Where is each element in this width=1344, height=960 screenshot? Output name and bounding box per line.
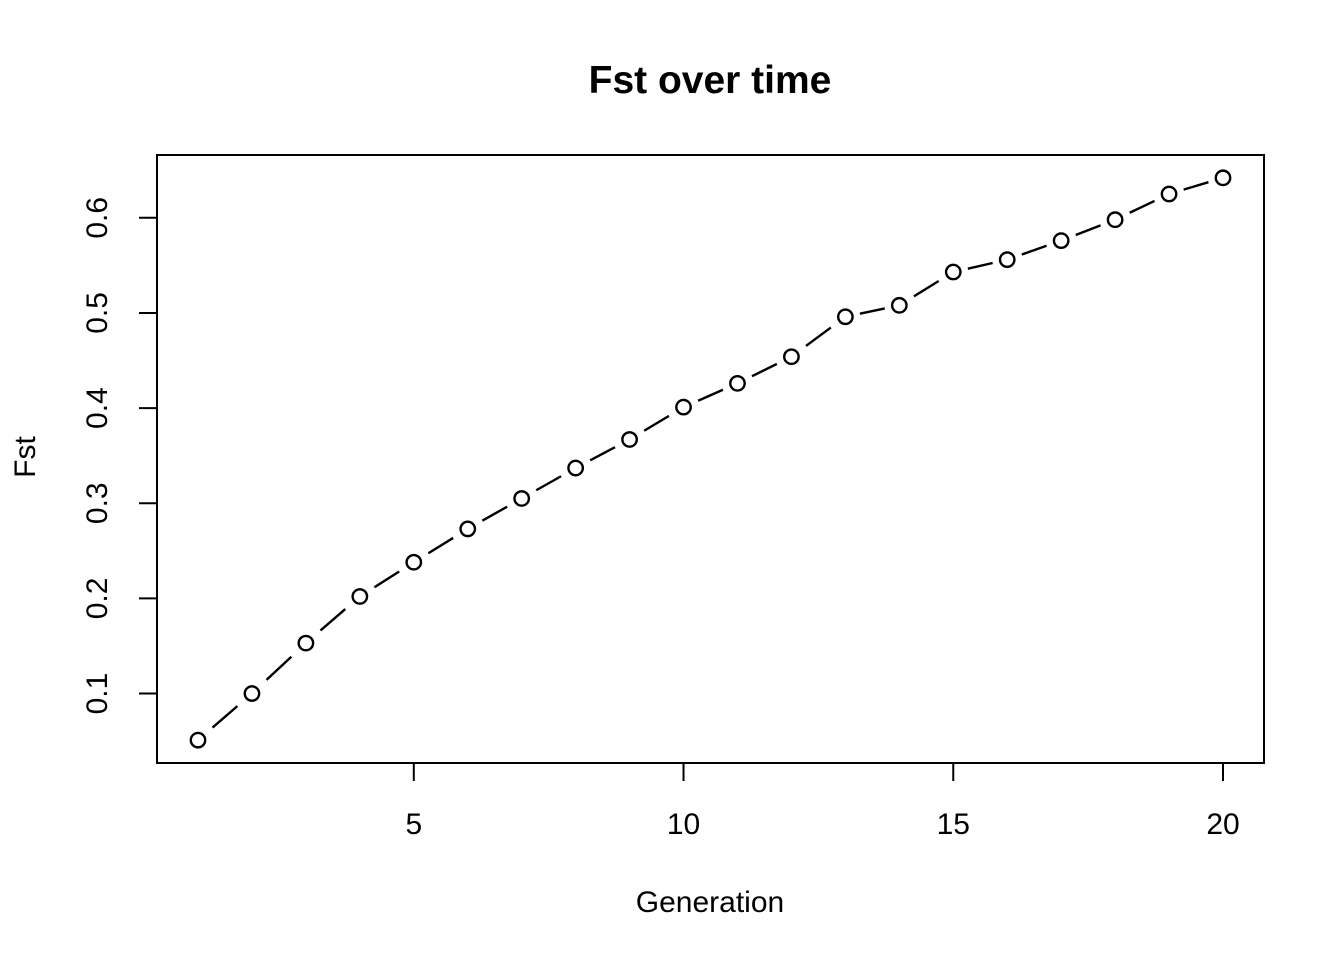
- data-point: [783, 348, 800, 366]
- data-point: [1106, 211, 1124, 229]
- line-dash: [211, 705, 239, 729]
- y-tick-label: 0.2: [81, 578, 114, 620]
- line-dash: [643, 414, 670, 432]
- data-point: [297, 634, 315, 652]
- data-point: [351, 588, 369, 605]
- line-dash: [1021, 244, 1047, 256]
- line-dash: [697, 388, 724, 402]
- x-tick-label: 5: [405, 808, 422, 841]
- plot-box: [156, 154, 1265, 764]
- x-tick-label: 10: [667, 808, 700, 841]
- line-dash: [913, 280, 940, 298]
- line-dash: [535, 475, 562, 492]
- data-point: [405, 553, 423, 571]
- data-point: [890, 296, 908, 314]
- chart-title: Fst over time: [589, 59, 832, 102]
- data-point: [189, 731, 207, 749]
- y-tick-label: 0.1: [81, 673, 114, 715]
- line-dash: [751, 362, 778, 378]
- data-point: [567, 459, 585, 477]
- line-dash: [265, 655, 293, 681]
- x-tick-label: 20: [1206, 808, 1239, 841]
- y-tick-label: 0.3: [81, 482, 114, 524]
- data-point: [998, 251, 1016, 269]
- line-dash: [1129, 199, 1156, 214]
- data-point: [1052, 232, 1070, 250]
- series-points-group: [189, 169, 1232, 749]
- line-dash: [1183, 181, 1209, 191]
- data-point: [944, 263, 962, 281]
- data-point: [729, 374, 746, 392]
- data-point: [1160, 185, 1178, 203]
- plot-box-group: [156, 154, 1265, 764]
- line-dash: [589, 446, 616, 462]
- y-tick-label: 0.6: [81, 197, 114, 239]
- y-axis-label: Fst: [9, 436, 42, 478]
- data-point: [459, 520, 477, 538]
- line-dash: [805, 326, 832, 347]
- y-tick-label: 0.4: [81, 387, 114, 429]
- line-dash: [1075, 224, 1101, 237]
- line-dash: [967, 261, 993, 270]
- line-dash: [481, 505, 508, 522]
- data-point: [513, 490, 531, 507]
- series-line-group: [211, 181, 1209, 729]
- data-point: [1214, 169, 1232, 187]
- data-point: [836, 308, 854, 326]
- x-tick-label: 15: [937, 808, 970, 841]
- data-point: [621, 431, 638, 448]
- line-dash: [319, 608, 347, 632]
- line-dash: [859, 307, 885, 315]
- y-tick-label: 0.5: [81, 292, 114, 334]
- line-dash: [427, 536, 454, 555]
- data-point: [243, 685, 261, 702]
- tick-labels-group: 5 10 15 20 0.1 0.2 0.3 0.4 0.5 0.6: [81, 197, 1240, 841]
- data-point: [675, 398, 692, 416]
- line-dash: [373, 570, 400, 589]
- x-axis-label: Generation: [636, 886, 784, 919]
- axis-ticks-group: [139, 216, 1224, 781]
